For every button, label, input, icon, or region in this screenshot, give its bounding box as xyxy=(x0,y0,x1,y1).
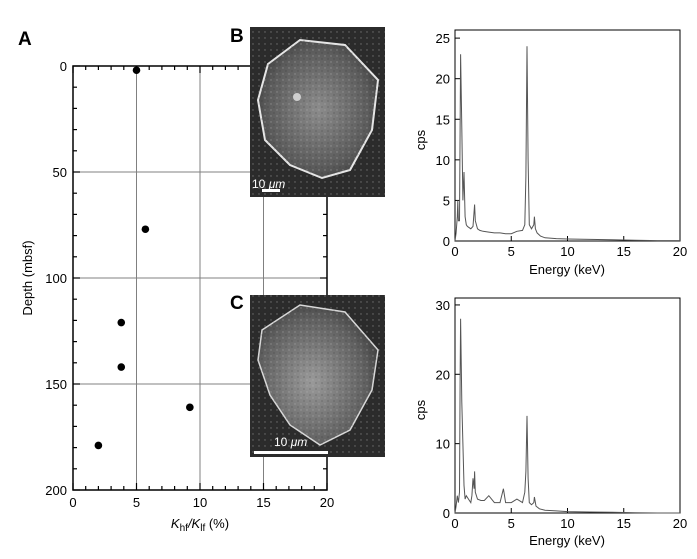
x-tick-label: 15 xyxy=(617,244,631,259)
sem-b-scale-label: 10 μm xyxy=(252,177,285,191)
x-tick-label: 10 xyxy=(193,495,207,510)
spectrum-c-frame xyxy=(454,297,681,514)
sem-c-scale-label: 10 μm xyxy=(274,435,307,449)
x-tick-label: 10 xyxy=(560,516,574,531)
panel-label-b: B xyxy=(230,26,244,47)
y-tick-label: 30 xyxy=(436,298,450,313)
x-tick-label: 15 xyxy=(617,516,631,531)
panel-label-a: A xyxy=(18,29,32,50)
x-tick-label: 20 xyxy=(673,244,687,259)
y-tick-label: 15 xyxy=(436,112,450,127)
x-tick-label: 15 xyxy=(256,495,270,510)
x-tick-label: 20 xyxy=(320,495,334,510)
x-tick-label: 5 xyxy=(508,244,515,259)
depth-chart-ylabel: Depth (mbsf) xyxy=(20,240,35,315)
y-tick-label: 10 xyxy=(436,153,450,168)
y-tick-label: 100 xyxy=(45,271,67,286)
x-tick-label: 20 xyxy=(673,516,687,531)
y-tick-label: 150 xyxy=(45,377,67,392)
y-tick-label: 20 xyxy=(436,72,450,87)
data-point xyxy=(141,225,150,234)
data-point xyxy=(117,363,126,371)
y-tick-label: 50 xyxy=(53,165,67,180)
spectrum-b-frame xyxy=(454,29,681,242)
y-tick-label: 0 xyxy=(60,59,67,74)
spectrum-c-xlabel: Energy (keV) xyxy=(529,533,605,548)
x-tick-label: 5 xyxy=(508,516,515,531)
x-tick-label: 0 xyxy=(451,244,458,259)
y-tick-label: 0 xyxy=(443,234,450,249)
y-tick-label: 5 xyxy=(443,193,450,208)
data-point xyxy=(94,441,103,450)
y-tick-label: 25 xyxy=(436,31,450,46)
y-tick-label: 20 xyxy=(436,367,450,382)
data-point xyxy=(132,66,141,75)
spectrum-b-line xyxy=(454,46,680,242)
x-tick-label: 0 xyxy=(69,495,76,510)
data-point xyxy=(186,403,194,412)
eds-spectrum-c: 0 5 10 15 20 0 10 20 30 cps Energy (keV) xyxy=(413,297,688,548)
spectrum-c-ticks: 0 5 10 15 20 0 10 20 30 xyxy=(436,298,688,531)
sem-micrograph-c: 10 μm xyxy=(250,295,385,457)
panel-label-c: C xyxy=(230,293,244,314)
depth-chart-points xyxy=(94,66,194,450)
spectrum-b-ylabel: cps xyxy=(413,129,428,150)
y-tick-label: 10 xyxy=(436,437,450,452)
data-point xyxy=(117,318,126,327)
eds-spectrum-b: 0 5 10 15 20 0 5 10 15 20 25 cps Energy (keV) xyxy=(413,29,688,277)
x-tick-label: 0 xyxy=(451,516,458,531)
spectrum-b-ticks: 0 5 10 15 20 0 5 10 15 20 25 xyxy=(436,31,688,259)
y-tick-label: 0 xyxy=(443,506,450,521)
spectrum-c-ylabel: cps xyxy=(413,399,428,420)
spectrum-b-xlabel: Energy (keV) xyxy=(529,262,605,277)
y-tick-label: 200 xyxy=(45,483,67,498)
x-tick-label: 5 xyxy=(133,495,140,510)
x-tick-label: 10 xyxy=(560,244,574,259)
spectrum-c-line xyxy=(454,318,680,514)
depth-chart-xlabel: Khf/Klf (%) xyxy=(171,516,229,534)
sem-micrograph-b: 10 μm xyxy=(250,27,385,197)
